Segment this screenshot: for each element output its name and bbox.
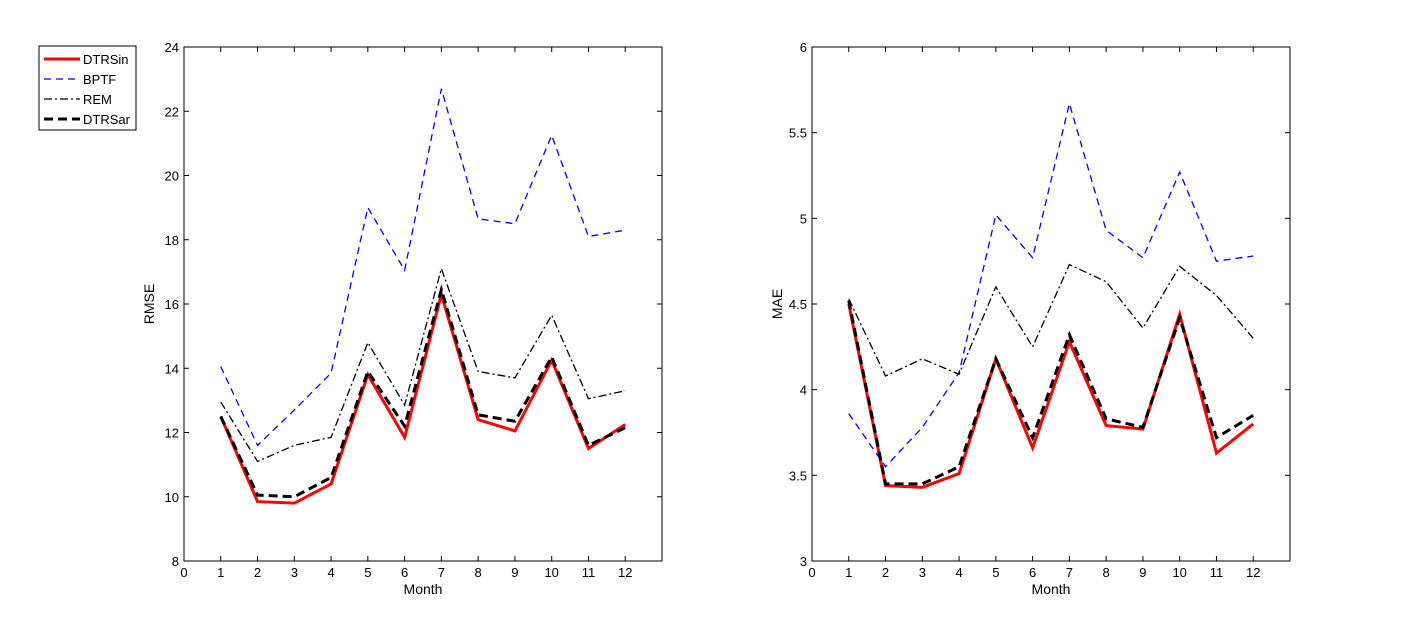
y-tick-label: 16 (165, 297, 179, 312)
y-tick-label: 14 (165, 361, 179, 376)
x-tick-label: 1 (845, 565, 852, 580)
y-axis-label: RMSE (141, 284, 157, 324)
y-tick-label: 3 (800, 554, 807, 569)
x-tick-label: 10 (1172, 565, 1186, 580)
y-tick-label: 12 (165, 426, 179, 441)
x-axis-label: Month (1032, 581, 1071, 597)
x-tick-label: 3 (919, 565, 926, 580)
legend-label-rem: REM (83, 92, 112, 107)
series-line-bptf (848, 100, 1254, 468)
x-tick-label: 7 (438, 565, 445, 580)
x-tick-label: 8 (1103, 565, 1110, 580)
series-line-bptf (220, 88, 626, 447)
x-tick-label: 10 (544, 565, 558, 580)
rmse-chart: 0 1 2 3 4 5 6 7 8 9 10 11 1281012141618202224MonthRM… (141, 40, 663, 597)
x-tick-label: 1 (217, 565, 224, 580)
y-tick-label: 3.5 (789, 468, 807, 483)
x-tick-label: 11 (582, 565, 596, 580)
x-tick-label: 0 (808, 565, 815, 580)
x-tick-label: 7 (1066, 565, 1073, 580)
x-tick-label: 5 (364, 565, 371, 580)
x-tick-label: 9 (511, 565, 518, 580)
y-tick-label: 4.5 (789, 297, 807, 312)
y-tick-label: 4 (800, 383, 807, 398)
y-tick-label: 5 (800, 211, 807, 226)
legend-box (38, 45, 137, 131)
x-axis-label: Month (404, 581, 443, 597)
series-line-dtrsar (219, 284, 626, 499)
x-tick-label: 4 (955, 565, 962, 580)
x-tick-label: 2 (882, 565, 889, 580)
plot-area (183, 46, 663, 562)
series-line-dtrsin (219, 288, 627, 505)
legend: DTRSin BPTF REM DTRSar (38, 45, 137, 131)
y-tick-label: 22 (165, 104, 179, 119)
x-tick-label: 3 (291, 565, 298, 580)
x-tick-label: 8 (475, 565, 482, 580)
legend-label-bptf: BPTF (83, 72, 116, 87)
x-tick-label: 4 (327, 565, 334, 580)
series-line-rem (220, 266, 626, 463)
y-tick-label: 20 (165, 169, 179, 184)
x-tick-label: 9 (1139, 565, 1146, 580)
series-line-dtrsin (847, 303, 1255, 489)
y-tick-label: 24 (165, 40, 179, 55)
x-tick-label: 0 (180, 565, 187, 580)
x-tick-label: 12 (1246, 565, 1260, 580)
legend-label-dtrsin: DTRSin (83, 52, 129, 67)
x-tick-label: 5 (992, 565, 999, 580)
series-line-rem (848, 263, 1254, 377)
y-tick-label: 5.5 (789, 126, 807, 141)
y-tick-label: 10 (165, 490, 179, 505)
x-tick-label: 12 (618, 565, 632, 580)
x-tick-label: 2 (254, 565, 261, 580)
y-axis-label: MAE (769, 289, 785, 319)
y-tick-label: 8 (172, 554, 179, 569)
x-tick-label: 6 (1029, 565, 1036, 580)
series-line-dtrsar (847, 300, 1255, 486)
x-tick-label: 6 (401, 565, 408, 580)
y-tick-label: 6 (800, 40, 807, 55)
legend-label-dtrsar: DTRSar (83, 112, 131, 127)
y-tick-label: 18 (165, 233, 179, 248)
x-tick-label: 11 (1210, 565, 1224, 580)
